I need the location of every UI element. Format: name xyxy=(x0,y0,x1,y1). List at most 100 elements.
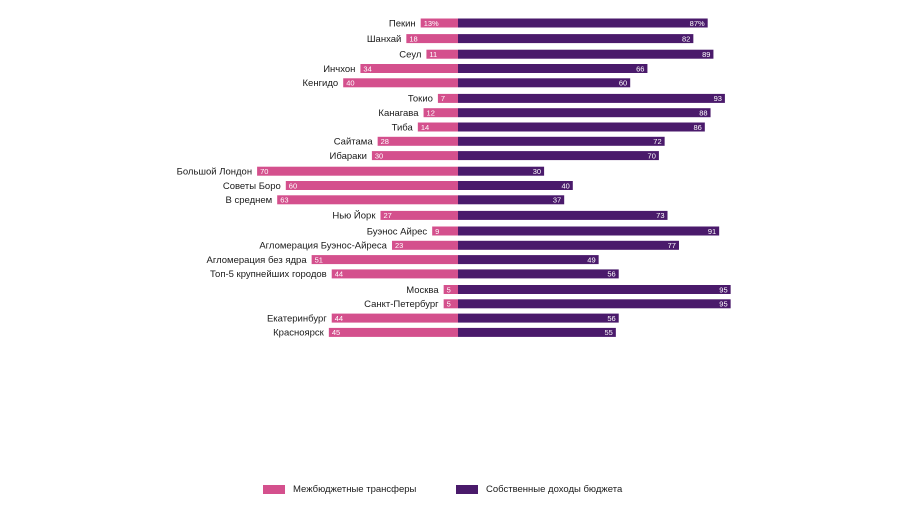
bar-own-revenue xyxy=(458,34,694,44)
data-label-own-revenue: 30 xyxy=(533,167,541,176)
category-label: Шанхай xyxy=(367,34,401,45)
data-label-transfers: 45 xyxy=(332,328,340,337)
data-label-transfers: 27 xyxy=(384,211,392,220)
data-label-transfers: 28 xyxy=(381,137,389,146)
bar-transfers xyxy=(331,313,458,323)
legend-swatch-transfers xyxy=(263,485,285,494)
bar-own-revenue xyxy=(458,195,565,205)
data-label-own-revenue: 40 xyxy=(561,181,569,190)
data-label-transfers: 70 xyxy=(260,167,268,176)
category-label: Буэнос Айрес xyxy=(367,226,428,237)
data-label-own-revenue: 49 xyxy=(587,255,595,264)
data-label-own-revenue: 72 xyxy=(653,137,661,146)
bar-transfers xyxy=(417,122,458,132)
bar-transfers xyxy=(443,299,458,309)
category-label: Советы Боро xyxy=(223,181,281,192)
bar-own-revenue xyxy=(458,240,679,250)
bar-transfers xyxy=(311,255,458,265)
data-label-own-revenue: 66 xyxy=(636,64,644,73)
data-label-own-revenue: 37 xyxy=(553,196,561,205)
bar-own-revenue xyxy=(458,181,573,190)
category-label: Санкт-Петербург xyxy=(364,299,439,310)
legend-swatch-own-revenue xyxy=(456,485,478,494)
bar-transfers xyxy=(423,108,458,118)
bar-own-revenue xyxy=(458,49,714,59)
data-label-own-revenue: 73 xyxy=(656,211,664,220)
category-label: В среднем xyxy=(225,195,272,206)
bar-own-revenue xyxy=(458,226,720,236)
bar-transfers xyxy=(426,49,458,59)
bar-transfers xyxy=(343,78,458,88)
bar-transfers xyxy=(328,327,458,337)
data-label-transfers: 34 xyxy=(363,64,371,73)
data-label-transfers: 30 xyxy=(375,151,383,160)
data-label-own-revenue: 56 xyxy=(607,270,615,279)
data-label-transfers: 40 xyxy=(346,79,354,88)
bar-own-revenue xyxy=(458,285,731,294)
data-label-transfers: 14 xyxy=(421,123,429,132)
bar-own-revenue xyxy=(458,327,616,337)
data-label-transfers: 44 xyxy=(335,270,343,279)
category-label: Нью Йорк xyxy=(332,210,376,222)
data-label-own-revenue: 55 xyxy=(605,328,613,337)
legend-item-transfers: Межбюджетные трансферы xyxy=(263,484,416,495)
category-label: Большой Лондон xyxy=(177,167,253,178)
data-label-own-revenue: 93 xyxy=(714,94,722,103)
bar-transfers xyxy=(285,181,458,190)
bar-own-revenue xyxy=(458,313,619,323)
data-label-own-revenue: 87% xyxy=(690,19,705,28)
bar-own-revenue xyxy=(458,93,725,103)
legend-item-own-revenue: Собственные доходы бюджета xyxy=(456,484,622,495)
category-label: Москва xyxy=(406,285,439,296)
data-label-transfers: 7 xyxy=(441,94,445,103)
bar-own-revenue xyxy=(458,210,668,220)
bar-transfers xyxy=(420,18,458,28)
data-label-transfers: 5 xyxy=(447,300,451,309)
data-label-own-revenue: 77 xyxy=(668,241,676,250)
bar-own-revenue xyxy=(458,108,711,118)
data-label-transfers: 60 xyxy=(289,181,297,190)
category-label: Канагава xyxy=(378,108,419,119)
data-label-transfers: 11 xyxy=(429,50,437,59)
category-label: Сайтама xyxy=(334,137,374,148)
data-label-own-revenue: 82 xyxy=(682,34,690,43)
bar-transfers xyxy=(437,93,458,103)
category-label: Тиба xyxy=(392,122,414,133)
data-label-transfers: 51 xyxy=(315,255,323,264)
bar-own-revenue xyxy=(458,18,708,28)
bar-transfers xyxy=(380,210,458,220)
data-label-own-revenue: 89 xyxy=(702,50,710,59)
category-label: Красноярск xyxy=(273,328,325,339)
bar-own-revenue xyxy=(458,136,665,146)
data-label-own-revenue: 91 xyxy=(708,227,716,236)
data-label-transfers: 12 xyxy=(427,109,435,118)
bar-transfers xyxy=(377,136,458,146)
bar-own-revenue xyxy=(458,269,619,279)
bar-own-revenue xyxy=(458,166,545,176)
data-label-own-revenue: 86 xyxy=(693,123,701,132)
bar-transfers xyxy=(331,269,458,279)
bar-own-revenue xyxy=(458,122,705,132)
category-label: Токио xyxy=(408,94,433,105)
data-label-transfers: 5 xyxy=(447,285,451,294)
category-label: Топ-5 крупнейших городов xyxy=(210,269,327,280)
data-label-transfers: 23 xyxy=(395,241,403,250)
category-label: Инчхон xyxy=(323,64,355,75)
data-label-own-revenue: 95 xyxy=(719,285,727,294)
bar-transfers xyxy=(443,285,458,294)
data-label-own-revenue: 70 xyxy=(648,151,656,160)
data-label-own-revenue: 88 xyxy=(699,109,707,118)
bar-own-revenue xyxy=(458,299,731,309)
data-label-transfers: 13% xyxy=(424,19,439,28)
legend-label-own-revenue: Собственные доходы бюджета xyxy=(486,484,623,495)
category-label: Кенгидо xyxy=(303,78,339,89)
category-label: Сеул xyxy=(399,50,421,61)
data-label-transfers: 63 xyxy=(280,196,288,205)
bar-transfers xyxy=(406,34,458,44)
data-label-own-revenue: 56 xyxy=(607,314,615,323)
bar-own-revenue xyxy=(458,64,648,73)
bar-own-revenue xyxy=(458,78,631,88)
bar-transfers xyxy=(257,166,458,176)
category-label: Ибараки xyxy=(330,151,367,162)
